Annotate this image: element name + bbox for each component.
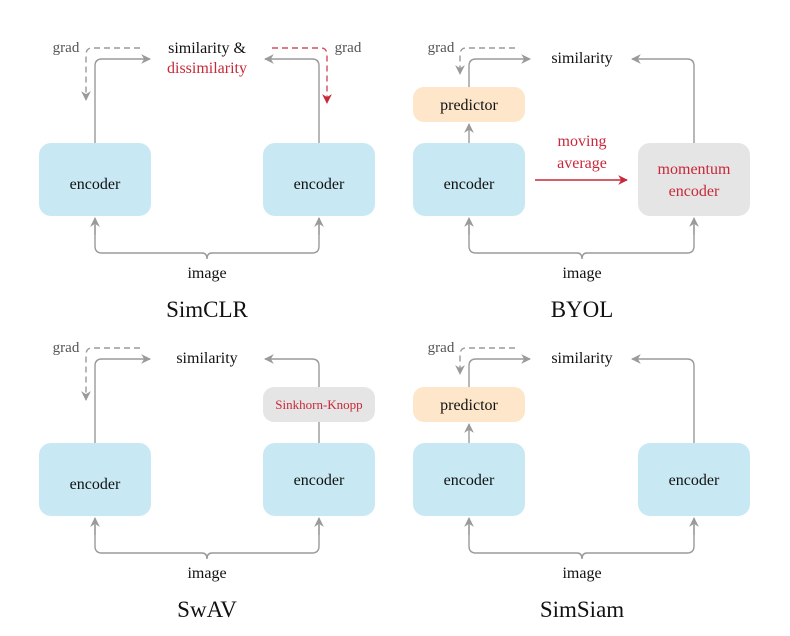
grad-label: grad bbox=[428, 40, 455, 56]
encoder-label-left: encoder bbox=[444, 176, 495, 193]
moving-average-label-1: moving bbox=[558, 133, 607, 150]
predictor-label: predictor bbox=[440, 97, 498, 114]
grad-dashed-arrow bbox=[455, 47, 515, 75]
image-brace bbox=[468, 225, 695, 260]
encoder-label-left: encoder bbox=[70, 476, 121, 493]
image-label: image bbox=[187, 565, 226, 582]
grad-label-left: grad bbox=[53, 40, 80, 56]
image-label: image bbox=[562, 265, 601, 282]
momentum-encoder-box bbox=[638, 143, 750, 216]
momentum-encoder-label-1: momentum bbox=[658, 161, 731, 178]
encoder-label-right: encoder bbox=[294, 176, 345, 193]
grad-dashed-arrow bbox=[455, 347, 515, 375]
grad-label: grad bbox=[53, 340, 80, 356]
encoder-box-left bbox=[39, 443, 151, 516]
arrow-predictor-to-similarity bbox=[468, 354, 531, 387]
similarity-label: similarity bbox=[551, 350, 612, 367]
encoder-box-right bbox=[638, 443, 750, 516]
grad-label-right: grad bbox=[335, 40, 362, 56]
grad-label: grad bbox=[428, 340, 455, 356]
predictor-box bbox=[413, 87, 525, 122]
similarity-label: similarity & bbox=[168, 40, 246, 57]
image-brace bbox=[94, 525, 320, 560]
sinkhorn-knopp-box bbox=[263, 387, 375, 422]
arrow-momentum-to-similarity bbox=[631, 54, 695, 143]
arrow-predictor-to-similarity bbox=[468, 54, 531, 87]
similarity-label: similarity bbox=[551, 50, 612, 67]
image-label: image bbox=[562, 565, 601, 582]
predictor-label: predictor bbox=[440, 397, 498, 414]
image-brace bbox=[94, 218, 320, 260]
encoder-box-left bbox=[413, 443, 525, 516]
encoder-box-right bbox=[263, 143, 375, 216]
encoder-box-left bbox=[39, 143, 151, 216]
panel-byol: predictor encoder momentum encoder simil… bbox=[413, 40, 750, 322]
grad-dashed-arrow-right bbox=[272, 47, 332, 104]
image-label: image bbox=[187, 265, 226, 282]
arrow-left-to-similarity bbox=[94, 354, 151, 443]
panel-simsiam: predictor encoder encoder similarity gra… bbox=[413, 340, 750, 622]
encoder-label-left: encoder bbox=[444, 472, 495, 489]
panel-title: SimCLR bbox=[166, 297, 248, 322]
encoder-box-left bbox=[413, 143, 525, 216]
encoder-label-right: encoder bbox=[294, 472, 345, 489]
arrow-right-to-similarity bbox=[265, 359, 320, 443]
encoder-label-left: encoder bbox=[70, 176, 121, 193]
encoder-label-right: encoder bbox=[669, 472, 720, 489]
image-brace bbox=[468, 525, 695, 560]
arrow-right-to-similarity bbox=[264, 54, 320, 143]
panel-title: SwAV bbox=[177, 597, 237, 622]
grad-dashed-arrow-left bbox=[81, 47, 140, 101]
similarity-label: similarity bbox=[176, 350, 237, 367]
predictor-box bbox=[413, 387, 525, 422]
sinkhorn-knopp-label: Sinkhorn-Knopp bbox=[275, 397, 362, 412]
panel-title: SimSiam bbox=[540, 597, 624, 622]
panel-simclr: encoder encoder similarity & dissimilari… bbox=[39, 40, 375, 322]
encoder-box-right bbox=[263, 443, 375, 516]
grad-dashed-arrow bbox=[81, 347, 140, 401]
moving-average-label-2: average bbox=[557, 155, 607, 172]
arrow-right-to-similarity bbox=[631, 354, 695, 443]
panel-swav: encoder encoder Sinkhorn-Knopp similarit… bbox=[39, 340, 375, 622]
panel-title: BYOL bbox=[551, 297, 614, 322]
momentum-encoder-label-2: encoder bbox=[669, 183, 720, 200]
arrow-left-to-similarity bbox=[94, 54, 151, 143]
dissimilarity-label: dissimilarity bbox=[167, 60, 247, 77]
